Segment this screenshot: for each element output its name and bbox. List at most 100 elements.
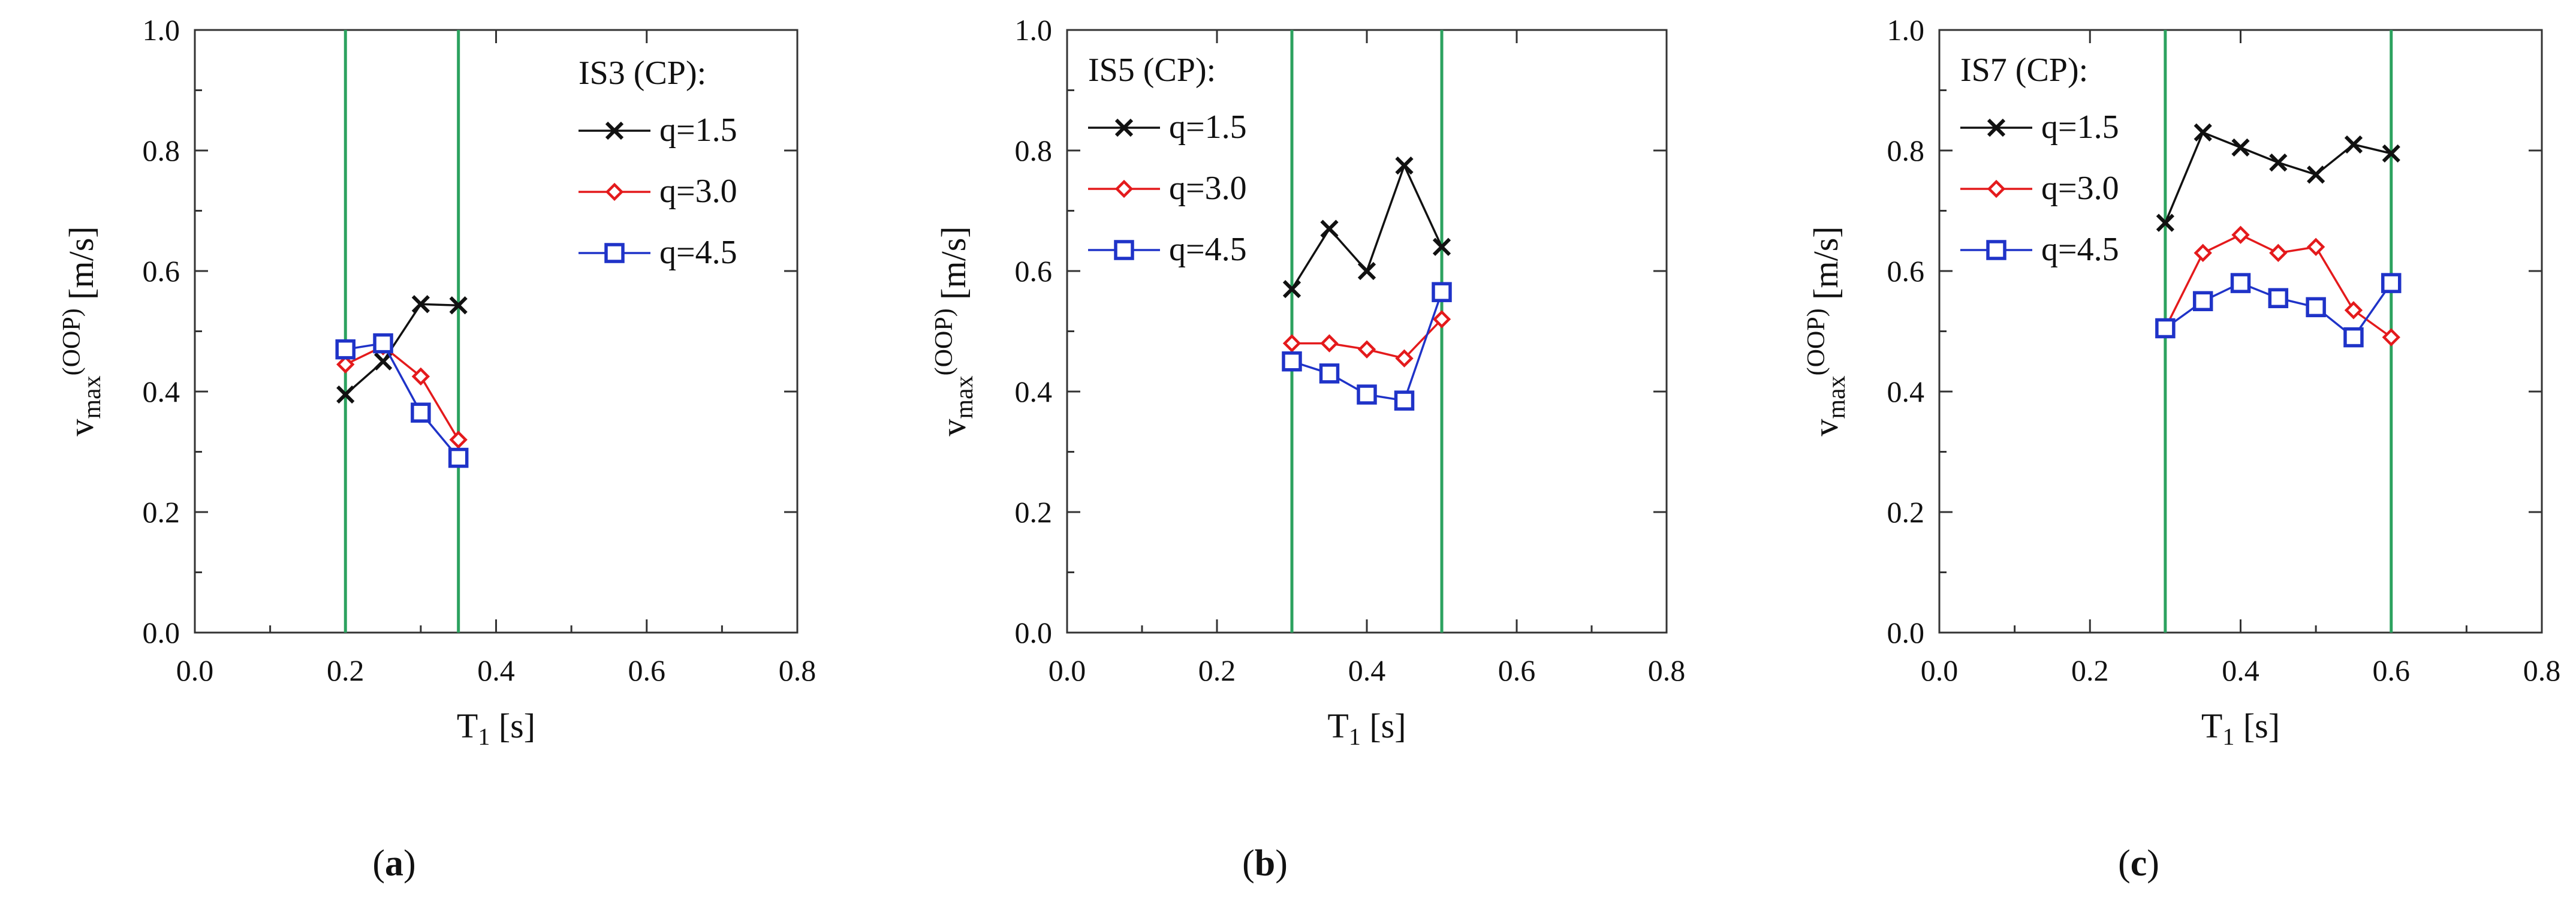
legend-entry: q=4.5 bbox=[659, 234, 737, 271]
data-point-series-1 bbox=[2382, 328, 2400, 347]
data-point-series-0 bbox=[2231, 138, 2250, 157]
legend-entry: q=1.5 bbox=[1169, 109, 1247, 146]
data-point-series-2 bbox=[373, 333, 393, 354]
data-point-series-1 bbox=[2269, 243, 2288, 263]
y-tick-label: 0.2 bbox=[143, 495, 180, 529]
y-tick-label: 0.0 bbox=[1015, 616, 1053, 649]
series-line-0 bbox=[345, 303, 459, 396]
data-point-series-2 bbox=[2343, 327, 2364, 348]
data-point-series-1 bbox=[1357, 340, 1376, 359]
y-tick-label: 0.2 bbox=[1015, 495, 1053, 529]
data-point-series-1 bbox=[2306, 237, 2325, 256]
data-point-series-1 bbox=[1282, 334, 1301, 353]
data-point-series-0 bbox=[2382, 144, 2400, 163]
panel-label-a: (a) bbox=[372, 843, 415, 884]
y-tick-label: 0.6 bbox=[1887, 254, 1925, 288]
y-tick-label: 0.4 bbox=[143, 375, 180, 408]
data-point-series-0 bbox=[1320, 219, 1339, 238]
legend-title: IS5 (CP): bbox=[1088, 52, 1216, 89]
data-point-series-2 bbox=[2155, 318, 2176, 339]
data-point-series-0 bbox=[2344, 135, 2363, 154]
legend-entry: q=4.5 bbox=[1169, 231, 1247, 268]
legend-marker bbox=[1114, 179, 1134, 198]
x-tick-label: 0.8 bbox=[779, 654, 817, 687]
legend-marker bbox=[1986, 240, 2006, 260]
data-point-series-2 bbox=[2230, 273, 2251, 293]
chart-panel-a: 0.0 0.2 0.4 0.6 0.8 1.0 0.0 0.2 0.4 0.6 0.8 IS3 (CP… bbox=[58, 13, 816, 884]
legend-entry: q=1.5 bbox=[659, 112, 737, 149]
y-tick-label: 0.2 bbox=[1887, 495, 1925, 529]
x-tick-label: 0.0 bbox=[1049, 654, 1086, 687]
data-point-series-0 bbox=[1395, 156, 1414, 175]
data-point-series-2 bbox=[2381, 273, 2402, 293]
data-point-series-2 bbox=[2306, 297, 2326, 318]
chart-panel-b: 0.0 0.2 0.4 0.6 0.8 1.0 0.0 0.2 0.4 0.6 0.8 IS5 (CP… bbox=[930, 13, 1685, 884]
data-point-series-1 bbox=[2194, 243, 2212, 263]
legend-title: IS3 (CP): bbox=[579, 55, 706, 92]
y-axis-title: vmax(OOP) [m/s] bbox=[930, 226, 978, 436]
y-tick-label: 1.0 bbox=[143, 13, 180, 47]
data-point-series-1 bbox=[1320, 334, 1339, 353]
y-tick-label: 1.0 bbox=[1015, 13, 1053, 47]
series-line-2 bbox=[345, 342, 460, 459]
x-axis-title: T1 [s] bbox=[457, 706, 535, 750]
y-tick-label: 0.8 bbox=[1015, 134, 1053, 167]
data-point-series-2 bbox=[448, 447, 469, 468]
data-point-series-0 bbox=[2194, 123, 2212, 142]
y-tick-label: 0.8 bbox=[1887, 134, 1925, 167]
y-tick-label: 0.4 bbox=[1887, 375, 1925, 408]
legend-marker bbox=[1114, 240, 1134, 260]
data-point-series-2 bbox=[1432, 282, 1452, 302]
legend-entry: q=3.0 bbox=[659, 173, 737, 210]
data-point-series-1 bbox=[411, 367, 430, 386]
data-point-series-0 bbox=[2156, 213, 2175, 232]
data-point-series-0 bbox=[1357, 261, 1376, 281]
y-tick-label: 0.6 bbox=[1015, 254, 1053, 288]
data-point-series-1 bbox=[1432, 310, 1451, 329]
x-tick-label: 0.2 bbox=[1198, 654, 1236, 687]
data-point-series-1 bbox=[2344, 301, 2363, 320]
legend-marker bbox=[604, 243, 625, 263]
data-point-series-2 bbox=[2268, 288, 2289, 308]
y-tick-label: 0.6 bbox=[143, 254, 180, 288]
plot-frame bbox=[1938, 29, 2543, 634]
data-point-series-0 bbox=[2307, 165, 2325, 184]
data-point-series-0 bbox=[373, 352, 393, 371]
data-point-series-2 bbox=[1282, 351, 1302, 372]
x-tick-label: 0.8 bbox=[2523, 654, 2561, 687]
legend-entry: q=3.0 bbox=[2041, 170, 2119, 207]
x-tick-label: 0.6 bbox=[1498, 654, 1536, 687]
x-tick-label: 0.2 bbox=[327, 654, 364, 687]
legend-title: IS7 (CP): bbox=[1960, 52, 2088, 89]
y-axis-title: vmax(OOP) [m/s] bbox=[58, 226, 106, 436]
y-tick-label: 0.0 bbox=[143, 616, 180, 649]
legend-marker bbox=[1987, 118, 2006, 137]
legend-entry: q=1.5 bbox=[2041, 109, 2119, 146]
data-point-series-0 bbox=[2269, 153, 2288, 172]
legend-entry: q=3.0 bbox=[1169, 170, 1247, 207]
x-tick-label: 0.4 bbox=[2222, 654, 2259, 687]
y-tick-label: 0.8 bbox=[143, 134, 180, 167]
data-point-series-2 bbox=[2192, 291, 2213, 311]
data-point-series-1 bbox=[449, 431, 468, 449]
legend-marker bbox=[605, 182, 624, 201]
y-axis-title: vmax(OOP) [m/s] bbox=[1803, 226, 1851, 436]
chart-panel-c: 0.0 0.2 0.4 0.6 0.8 1.0 0.0 0.2 0.4 0.6 0.8 IS7 (CP… bbox=[1803, 13, 2560, 884]
data-point-series-2 bbox=[1394, 390, 1415, 411]
data-point-series-0 bbox=[1432, 237, 1451, 256]
series-line-1 bbox=[345, 345, 460, 441]
legend-marker bbox=[605, 121, 624, 140]
data-point-series-0 bbox=[411, 295, 430, 314]
x-tick-label: 0.0 bbox=[1921, 654, 1959, 687]
panel-label-c: (c) bbox=[2118, 843, 2159, 884]
plot-frame bbox=[1066, 29, 1668, 634]
legend-entry: q=4.5 bbox=[2041, 231, 2119, 268]
x-tick-label: 0.4 bbox=[477, 654, 515, 687]
data-point-series-2 bbox=[1319, 363, 1340, 384]
y-tick-label: 0.4 bbox=[1015, 375, 1053, 408]
legend-marker bbox=[1114, 118, 1134, 137]
data-point-series-1 bbox=[336, 355, 355, 374]
data-point-series-1 bbox=[2231, 225, 2250, 244]
y-tick-label: 0.0 bbox=[1887, 616, 1925, 649]
